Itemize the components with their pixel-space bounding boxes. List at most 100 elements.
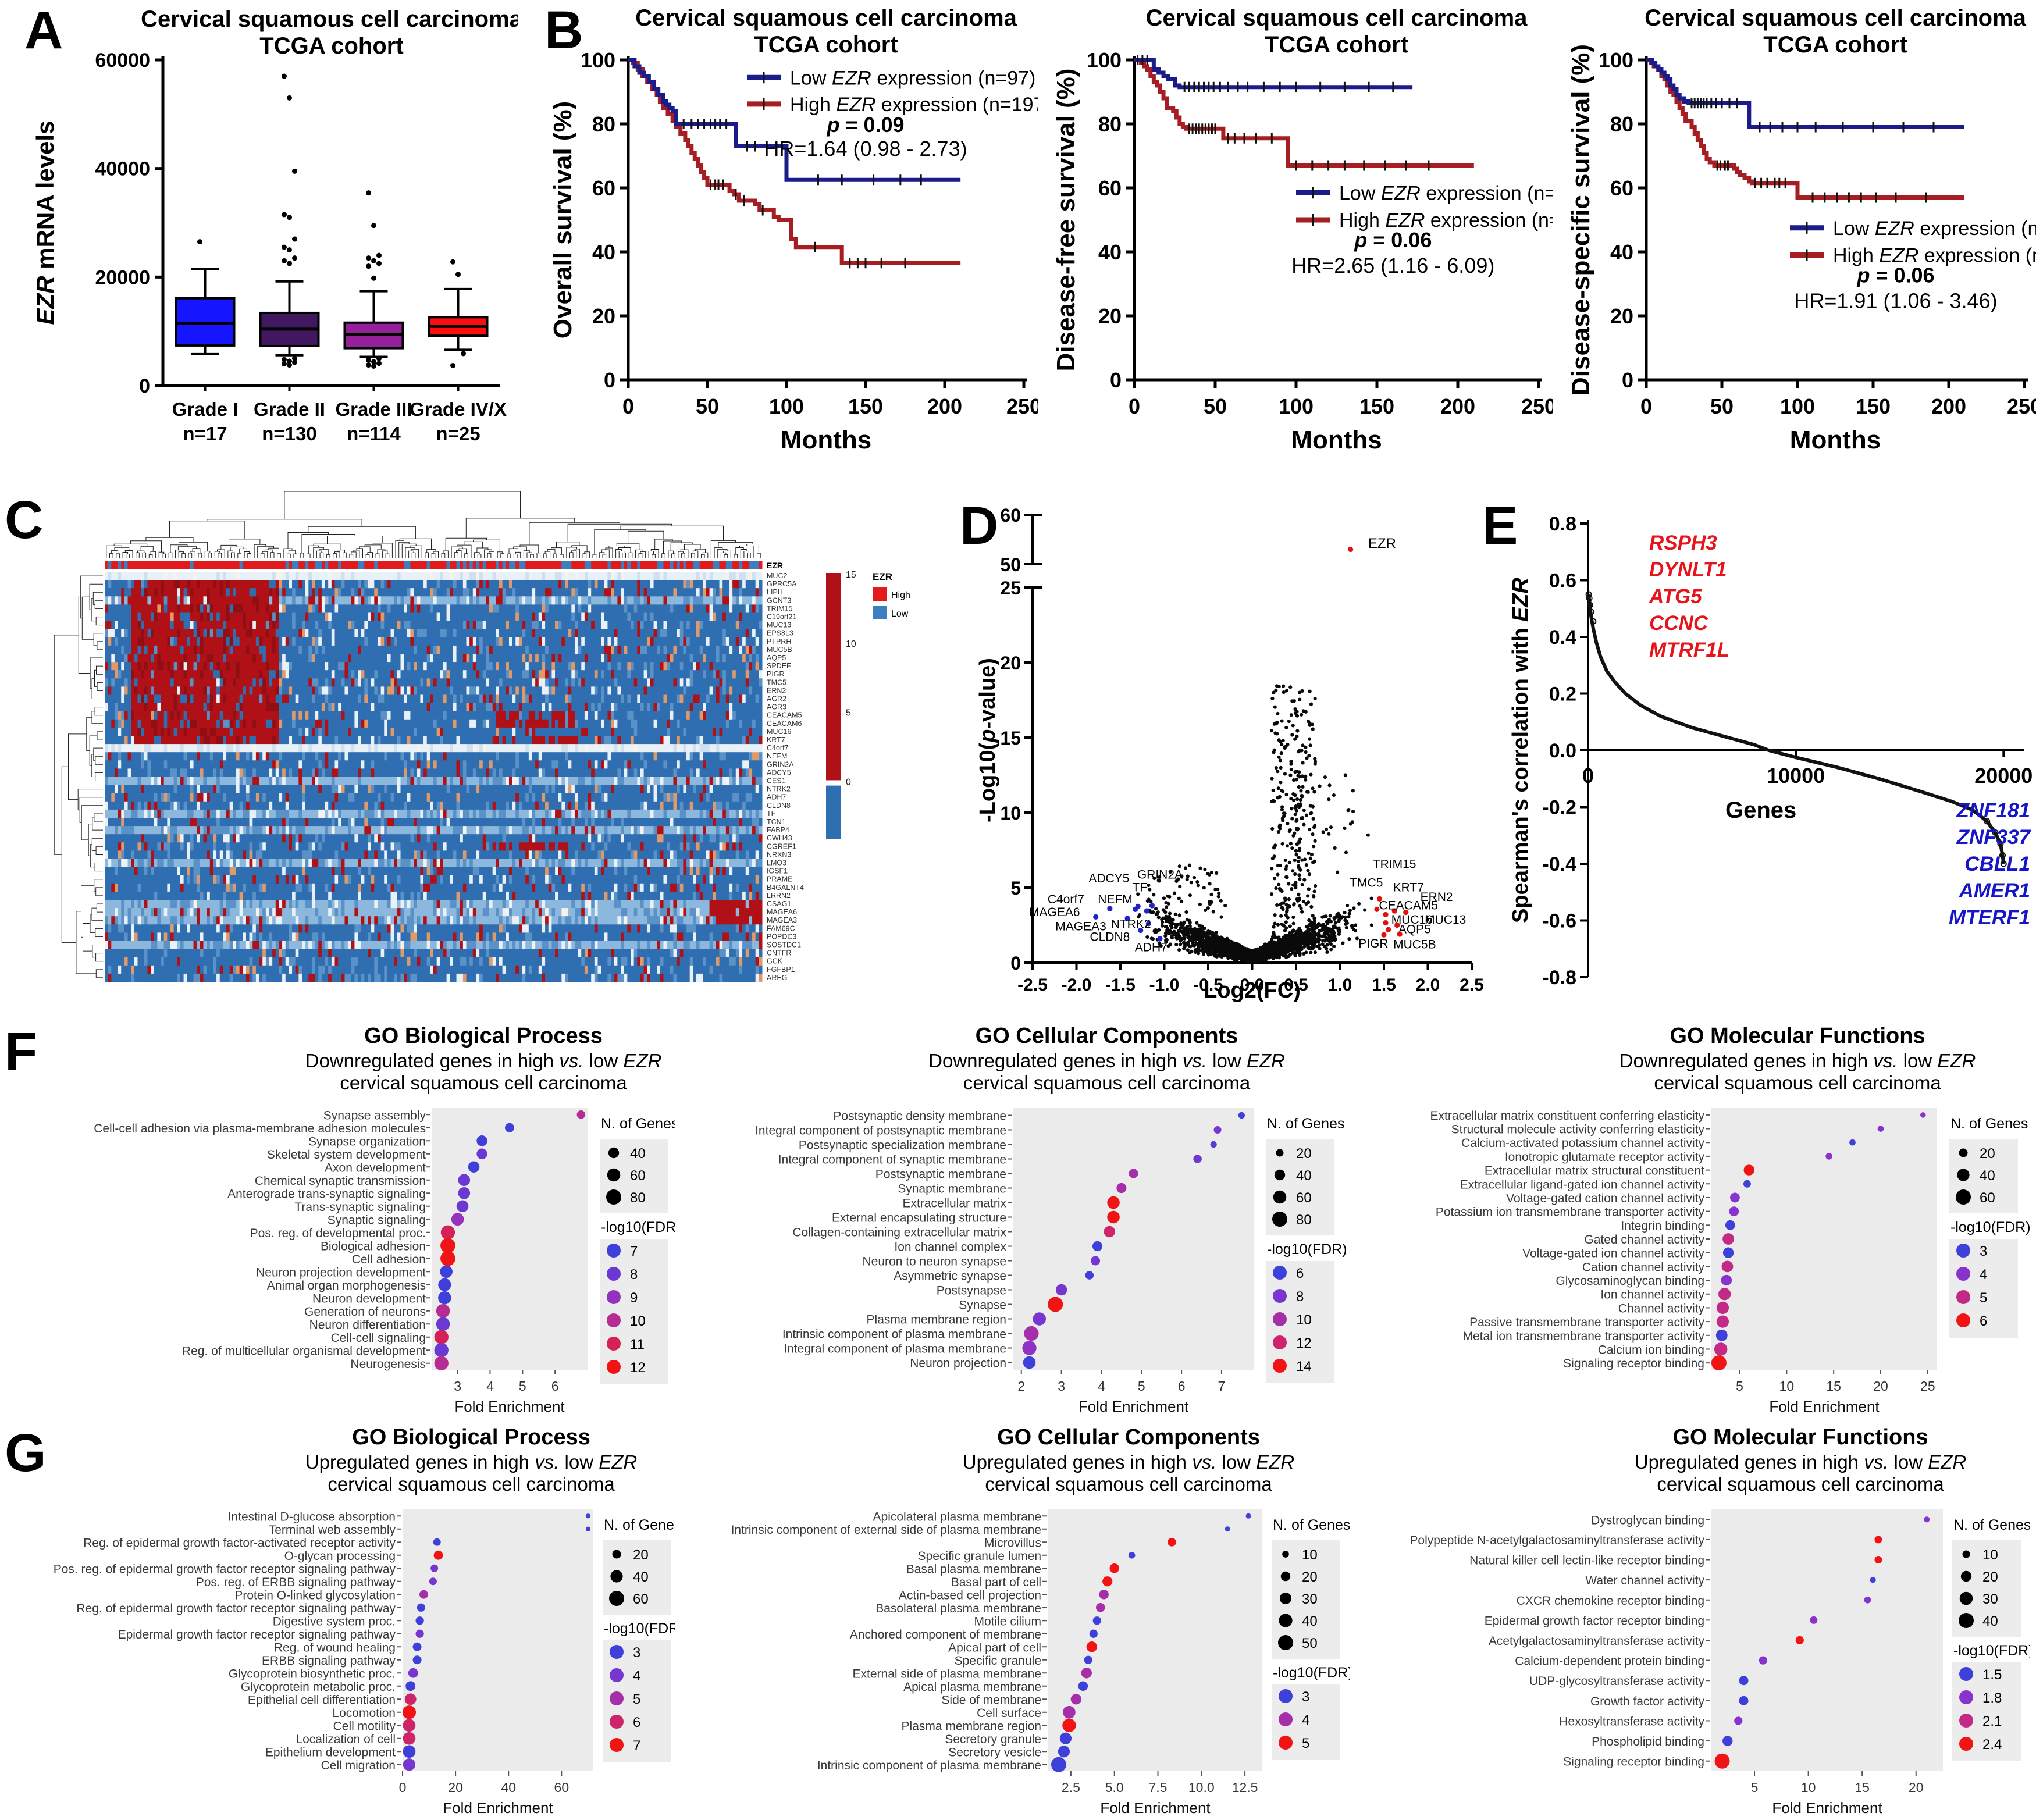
colorbar-tick: 10 [846, 639, 856, 649]
category-label: Signaling receptor binding [1563, 1755, 1704, 1769]
category-label: Skeletal system development [267, 1148, 426, 1162]
gene-dot-GRIN2A [1149, 903, 1155, 909]
chart-title: GO Molecular Functions [1670, 1024, 1925, 1048]
gene-label-MUC13: MUC13 [1425, 913, 1466, 927]
go-dot [440, 1238, 455, 1253]
x-axis-label: Fold Enrichment [1100, 1799, 1211, 1817]
category-label: Integral component of synaptic membrane [778, 1153, 1006, 1167]
go-dot [1245, 1513, 1251, 1519]
go-dot [438, 1278, 451, 1291]
legend-entry: Low EZR expression (n=97) [790, 67, 1035, 89]
gene-row-label: AREG [767, 974, 787, 982]
category-label: Phospholipid binding [1592, 1735, 1704, 1748]
go-dot [1104, 1226, 1115, 1238]
go-dot [1874, 1536, 1882, 1544]
go-dot [1725, 1220, 1735, 1230]
chart-subtitle-2: cervical squamous cell carcinoma [340, 1072, 627, 1094]
go-dot [412, 1655, 422, 1665]
panel-label-d: D [960, 496, 999, 555]
category-label: Specific granule [955, 1654, 1041, 1668]
category-label: Neurogenesis [350, 1358, 426, 1371]
plot-background [1048, 1509, 1262, 1771]
x-axis-label: Fold Enrichment [1078, 1398, 1189, 1415]
category-label: Actin-based cell projection [899, 1589, 1041, 1602]
plot-background [1013, 1108, 1254, 1370]
x-axis-label: Log2(FC) [1204, 978, 1301, 1003]
go-dot [1078, 1681, 1088, 1691]
category-label: Synapse organization [308, 1135, 426, 1148]
category-label: Gated channel activity [1584, 1233, 1704, 1246]
gene-dot-MUC13 [1394, 922, 1400, 928]
gene-row-label: CEACAM6 [767, 720, 802, 728]
row-dendrogram [54, 575, 103, 978]
gene-dot-KRT7 [1391, 908, 1397, 914]
gene-row-label: TMC5 [767, 678, 786, 686]
category-label: Extracellular matrix constituent conferr… [1430, 1109, 1704, 1123]
svg-text:0: 0 [1622, 368, 1633, 392]
gene-label-NEFM: NEFM [1098, 893, 1133, 906]
svg-text:n=17: n=17 [183, 423, 227, 444]
go-dot [1721, 1260, 1734, 1273]
go-dot [1092, 1616, 1101, 1625]
gene-row-label: MUC5B [767, 646, 792, 654]
category-label: Synaptic membrane [898, 1183, 1006, 1196]
gene-row-label: CLDN8 [767, 802, 791, 810]
go-dot [1023, 1356, 1036, 1369]
category-label: Cell-cell adhesion via plasma-membrane a… [94, 1122, 426, 1135]
positive-gene-RSPH3: RSPH3 [1649, 532, 1717, 554]
legend-entry: Low EZR expression (n=53) [1339, 182, 1553, 204]
svg-text:100: 100 [581, 48, 615, 72]
gene-row-label: FABP4 [767, 826, 789, 834]
gene-dot-MAGEA6 [1093, 914, 1099, 920]
category-label: Glycoprotein metabolic proc. [241, 1680, 396, 1694]
svg-text:200: 200 [1931, 394, 1966, 418]
go-dot [1085, 1271, 1094, 1280]
go-dot [458, 1187, 471, 1199]
fdr-legend-title: -log10(FDR) [1950, 1219, 2030, 1235]
category-label: Dystroglycan binding [1591, 1513, 1704, 1527]
fdr-legend-title: -log10(FDR) [604, 1620, 675, 1637]
p-value: p = 0.06 [1856, 263, 1934, 287]
gene-dot-TRIM15 [1376, 896, 1383, 902]
go-dot [402, 1705, 417, 1719]
gene-label-MAGEA3: MAGEA3 [1055, 920, 1106, 934]
svg-text:250: 250 [2007, 394, 2036, 418]
category-label: Channel activity [1618, 1302, 1705, 1315]
gene-dot-ADH7 [1157, 936, 1163, 942]
gene-label-TRIM15: TRIM15 [1373, 857, 1416, 871]
legend-entry: High EZR expression (n=194) [1833, 245, 2036, 267]
positive-gene-DYNLT1: DYNLT1 [1649, 558, 1727, 581]
category-label: Postsynapse [937, 1284, 1006, 1298]
positive-gene-MTRF1L: MTRF1L [1649, 639, 1729, 661]
svg-text:150: 150 [1856, 394, 1891, 418]
p-value: p = 0.06 [1354, 228, 1432, 252]
go-dot [451, 1213, 464, 1226]
gene-row-label: ADCY5 [767, 768, 791, 777]
gene-row-label: PIGR [767, 670, 785, 678]
gene-row-label: SOSTDC1 [767, 941, 801, 949]
gene-label-TMC5: TMC5 [1350, 877, 1383, 890]
svg-text:200: 200 [927, 394, 962, 418]
category-label: Ion channel activity [1600, 1288, 1704, 1302]
category-label: Intrinsic component of plasma membrane [782, 1328, 1006, 1341]
svg-text:100: 100 [1599, 48, 1633, 72]
gene-row-label: CSAG1 [767, 900, 791, 908]
svg-text:40000: 40000 [95, 158, 150, 180]
go-dot [1739, 1676, 1749, 1686]
category-label: Extracellular ligand-gated ion channel a… [1460, 1178, 1705, 1191]
gene-dot-AQP5 [1385, 927, 1391, 932]
gene-row-label: KRT7 [767, 736, 785, 744]
go-dot [505, 1123, 514, 1132]
category-label: Chemical synaptic transmission [255, 1174, 426, 1188]
svg-text:Grade IV/X: Grade IV/X [410, 398, 507, 420]
category-label: Reg. of multicellular organismal develop… [182, 1344, 426, 1358]
gene-row-label: LMO3 [767, 859, 786, 867]
chart-title: GO Biological Process [352, 1425, 590, 1449]
category-label: Integrin binding [1621, 1219, 1704, 1233]
km-curve-high [628, 58, 961, 265]
go-dot [1089, 1629, 1098, 1638]
go-dot [1743, 1164, 1754, 1176]
category-label: Ion channel complex [894, 1241, 1006, 1254]
